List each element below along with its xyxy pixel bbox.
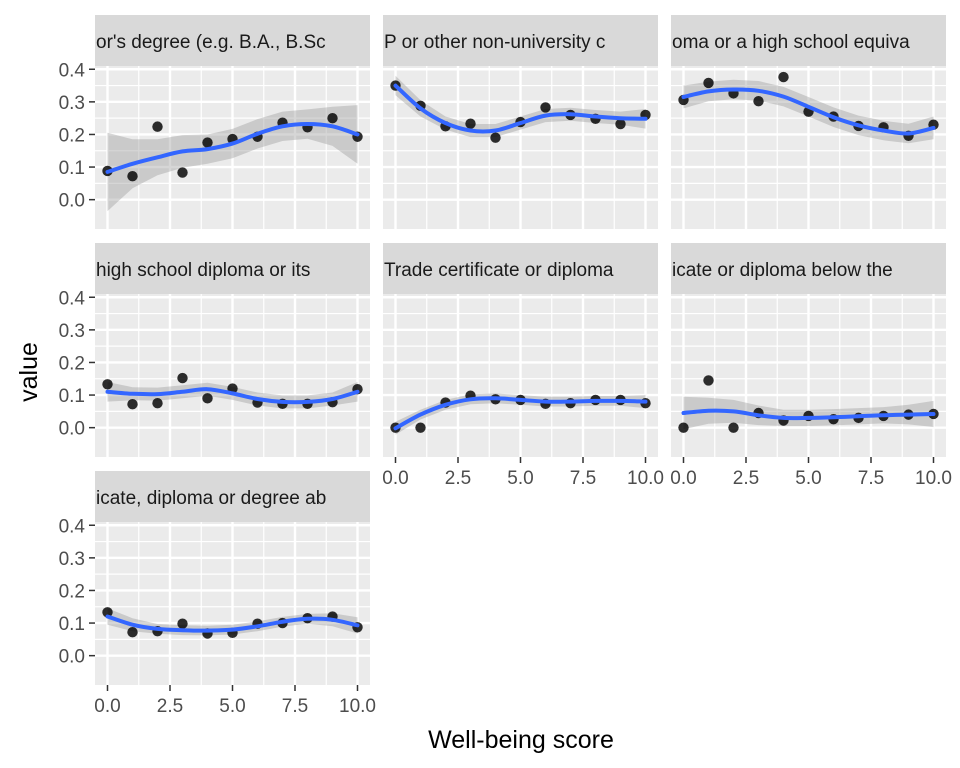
facet-panel-7: icate, diploma or degree ab 0.0 0.1 0.2 0.3 0…	[59, 471, 376, 717]
facet-strip-label: or's degree (e.g. B.A., B.Sc	[96, 32, 326, 53]
smooth-line	[105, 121, 360, 174]
facet-panel-4: high school diploma or its 0.0 0.1 0.2 0.3 0.…	[59, 243, 370, 457]
confidence-band	[395, 75, 646, 138]
data-point	[465, 118, 476, 129]
y-tick-label: 0.4	[59, 516, 86, 537]
facet-panel-5: Trade certificate or diploma 0.0 2.5 5.0 7.5…	[382, 243, 664, 489]
facet-strip	[383, 243, 658, 294]
data-point	[703, 77, 714, 89]
x-tick-label: 2.5	[733, 468, 759, 489]
x-tick-label: 7.5	[570, 468, 596, 489]
data-point	[152, 398, 163, 409]
confidence-band	[395, 393, 646, 435]
y-tick-label: 0.3	[59, 549, 85, 570]
smooth-line	[681, 408, 936, 421]
x-axis-title: Well-being score	[428, 726, 614, 754]
data-point	[177, 372, 188, 384]
facet-strip-label: icate, diploma or degree ab	[96, 488, 326, 509]
data-point	[102, 607, 113, 618]
data-point	[127, 170, 138, 182]
y-tick-label: 0.2	[59, 353, 85, 374]
y-tick-label: 0.1	[59, 386, 85, 407]
data-point	[202, 137, 213, 148]
data-point	[102, 379, 113, 390]
data-point	[678, 422, 689, 433]
data-point	[778, 71, 789, 83]
x-tick-label: 2.5	[445, 468, 471, 489]
data-point	[327, 112, 338, 124]
x-tick-label: 5.0	[507, 468, 533, 489]
smooth-line	[105, 387, 360, 405]
facet-strip	[671, 15, 946, 66]
facet-strip	[383, 15, 658, 66]
y-tick-label: 0.4	[59, 288, 86, 309]
data-point	[753, 96, 764, 107]
facet-strip-label: high school diploma or its	[96, 260, 310, 281]
x-tick-label: 10.0	[339, 696, 376, 717]
data-point	[728, 422, 739, 433]
facet-strip	[671, 243, 946, 294]
data-point	[127, 626, 138, 638]
x-tick-label: 7.5	[282, 696, 308, 717]
x-tick-label: 0.0	[94, 696, 120, 717]
y-tick-label: 0.1	[59, 614, 85, 635]
facet-panel-3: oma or a high school equiva	[671, 15, 946, 229]
x-tick-label: 0.0	[382, 468, 408, 489]
y-axis-title: value	[15, 342, 43, 402]
facet-strip	[95, 243, 370, 294]
facet-strip	[95, 471, 370, 522]
y-tick-label: 0.3	[59, 93, 85, 114]
data-point	[540, 102, 551, 113]
x-tick-label: 2.5	[157, 696, 183, 717]
smooth-line	[105, 614, 360, 633]
y-tick-label: 0.2	[59, 125, 85, 146]
x-tick-label: 5.0	[219, 696, 245, 717]
x-tick-label: 5.0	[795, 468, 821, 489]
data-point	[177, 618, 188, 629]
facet-panels: or's degree (e.g. B.A., B.Sc 0.0 0.1 0.2 0.3…	[59, 15, 952, 717]
smooth-line	[393, 83, 648, 134]
confidence-band	[107, 105, 358, 212]
x-tick-label: 7.5	[858, 468, 884, 489]
y-tick-label: 0.3	[59, 321, 85, 342]
smooth-line	[681, 87, 936, 136]
facet-strip-label: Trade certificate or diploma	[384, 260, 614, 281]
data-point	[152, 121, 163, 132]
y-tick-label: 0.0	[59, 191, 85, 212]
x-tick-label: 10.0	[915, 468, 952, 489]
data-point	[415, 422, 426, 433]
facet-panel-1: or's degree (e.g. B.A., B.Sc 0.0 0.1 0.2 0.3…	[59, 15, 370, 229]
data-point	[615, 118, 626, 130]
facet-panel-2: P or other non-university c	[383, 15, 658, 229]
data-point	[202, 393, 213, 404]
facet-strip	[95, 15, 370, 66]
facet-strip-label: oma or a high school equiva	[672, 32, 910, 53]
x-tick-label: 0.0	[670, 468, 696, 489]
data-point	[127, 398, 138, 410]
y-tick-label: 0.2	[59, 581, 85, 602]
y-tick-label: 0.0	[59, 647, 85, 668]
data-point	[703, 375, 714, 386]
smooth-line	[393, 396, 648, 431]
y-tick-label: 0.0	[59, 419, 85, 440]
data-point	[490, 132, 501, 143]
facet-panel-6: icate or diploma below the 0.0 2.5 5.0 7.5 10…	[670, 243, 952, 489]
facet-strip-label: icate or diploma below the	[672, 260, 893, 281]
data-point	[177, 167, 188, 178]
x-tick-label: 10.0	[627, 468, 664, 489]
y-tick-label: 0.1	[59, 158, 85, 179]
facet-strip-label: P or other non-university c	[384, 32, 605, 53]
y-tick-label: 0.4	[59, 60, 86, 81]
